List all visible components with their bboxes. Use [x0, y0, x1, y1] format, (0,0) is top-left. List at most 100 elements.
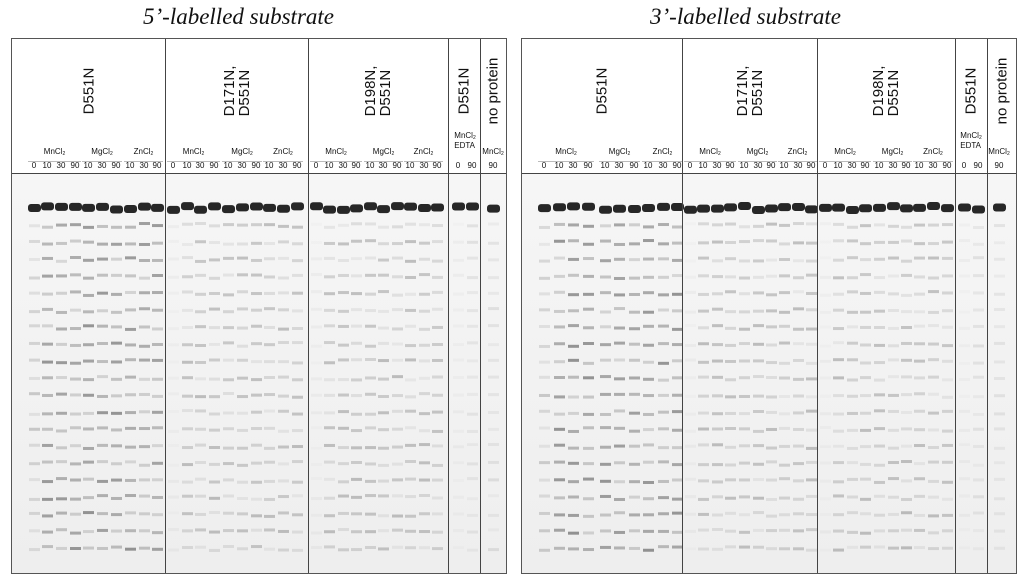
product-band: [467, 309, 478, 313]
time-label: 0: [455, 161, 461, 170]
product-band: [672, 393, 683, 397]
product-band: [643, 377, 654, 381]
product-band: [392, 256, 403, 260]
product-band: [405, 460, 416, 464]
group-label-line: no protein: [484, 57, 502, 125]
product-band: [874, 343, 885, 347]
product-band: [928, 290, 939, 294]
product-band: [914, 256, 925, 260]
product-band: [914, 392, 925, 396]
product-band: [405, 546, 416, 550]
product-band: [600, 445, 611, 449]
substrate-band: [613, 204, 626, 213]
product-band: [311, 241, 322, 244]
product-band: [994, 224, 1005, 228]
substrate-band: [337, 205, 350, 214]
time-label: 90: [111, 161, 121, 170]
product-band: [56, 546, 67, 550]
time-label: 10: [83, 161, 93, 170]
product-band: [600, 325, 611, 329]
product-band: [351, 530, 362, 534]
product-band: [209, 496, 220, 500]
product-band: [614, 326, 625, 330]
product-band: [959, 275, 970, 278]
gel-lane: [167, 205, 180, 552]
product-band: [973, 324, 984, 328]
product-band: [725, 275, 736, 279]
product-band: [311, 477, 322, 480]
product-band: [139, 276, 150, 280]
product-band: [324, 341, 335, 345]
product-band: [152, 241, 163, 245]
product-band: [223, 341, 234, 345]
product-band: [324, 477, 335, 481]
product-band: [568, 531, 579, 535]
product-band: [600, 239, 611, 243]
product-band: [643, 548, 654, 552]
gel-lane: [613, 204, 626, 550]
product-band: [223, 326, 234, 330]
product-band: [583, 462, 594, 466]
product-band: [833, 444, 844, 448]
product-band: [488, 478, 499, 482]
product-band: [583, 376, 594, 380]
product-band: [888, 224, 899, 228]
product-band: [419, 443, 430, 447]
product-band: [539, 292, 550, 296]
product-band: [168, 225, 179, 229]
product-band: [568, 395, 579, 399]
product-band: [629, 513, 640, 517]
substrate-band: [927, 202, 940, 211]
product-band: [860, 310, 871, 314]
product-band: [311, 411, 322, 415]
product-band: [264, 460, 275, 464]
product-band: [29, 427, 40, 431]
substrate-band: [724, 203, 737, 212]
product-band: [125, 478, 136, 482]
product-band: [806, 308, 817, 312]
substrate-band: [310, 202, 323, 211]
gel-lane: [958, 203, 971, 517]
product-band: [111, 292, 122, 296]
salt-subscript: 2: [852, 151, 856, 157]
substrate-band: [972, 205, 985, 214]
product-band: [583, 531, 594, 535]
product-band: [392, 478, 403, 482]
product-band: [453, 479, 464, 482]
product-band: [614, 461, 625, 465]
product-band: [942, 513, 953, 517]
product-band: [453, 394, 464, 397]
product-band: [209, 395, 220, 399]
product-band: [779, 477, 790, 481]
product-band: [973, 274, 984, 278]
product-band: [698, 512, 709, 516]
gel-lane: [404, 202, 417, 550]
product-band: [568, 273, 579, 277]
product-band: [405, 378, 416, 382]
product-band: [928, 358, 939, 362]
product-band: [725, 529, 736, 533]
product-band: [973, 445, 984, 449]
product-band: [539, 344, 550, 348]
product-band: [959, 311, 970, 314]
product-band: [860, 242, 871, 246]
product-band: [378, 359, 389, 363]
product-band: [365, 273, 376, 277]
product-band: [833, 548, 844, 552]
product-band: [405, 292, 416, 296]
product-band: [182, 394, 193, 398]
product-band: [29, 276, 40, 280]
condition-label: MnCl2: [555, 147, 576, 157]
product-band: [793, 276, 804, 280]
product-band: [820, 294, 831, 297]
product-band: [83, 258, 94, 262]
product-band: [488, 375, 499, 379]
product-band: [959, 428, 970, 432]
product-band: [182, 463, 193, 467]
product-band: [29, 258, 40, 262]
product-band: [847, 358, 858, 362]
condition-label: MnCl2: [699, 147, 720, 157]
time-label: 10: [874, 161, 884, 170]
time-label: 90: [806, 161, 816, 170]
product-band: [554, 427, 565, 431]
